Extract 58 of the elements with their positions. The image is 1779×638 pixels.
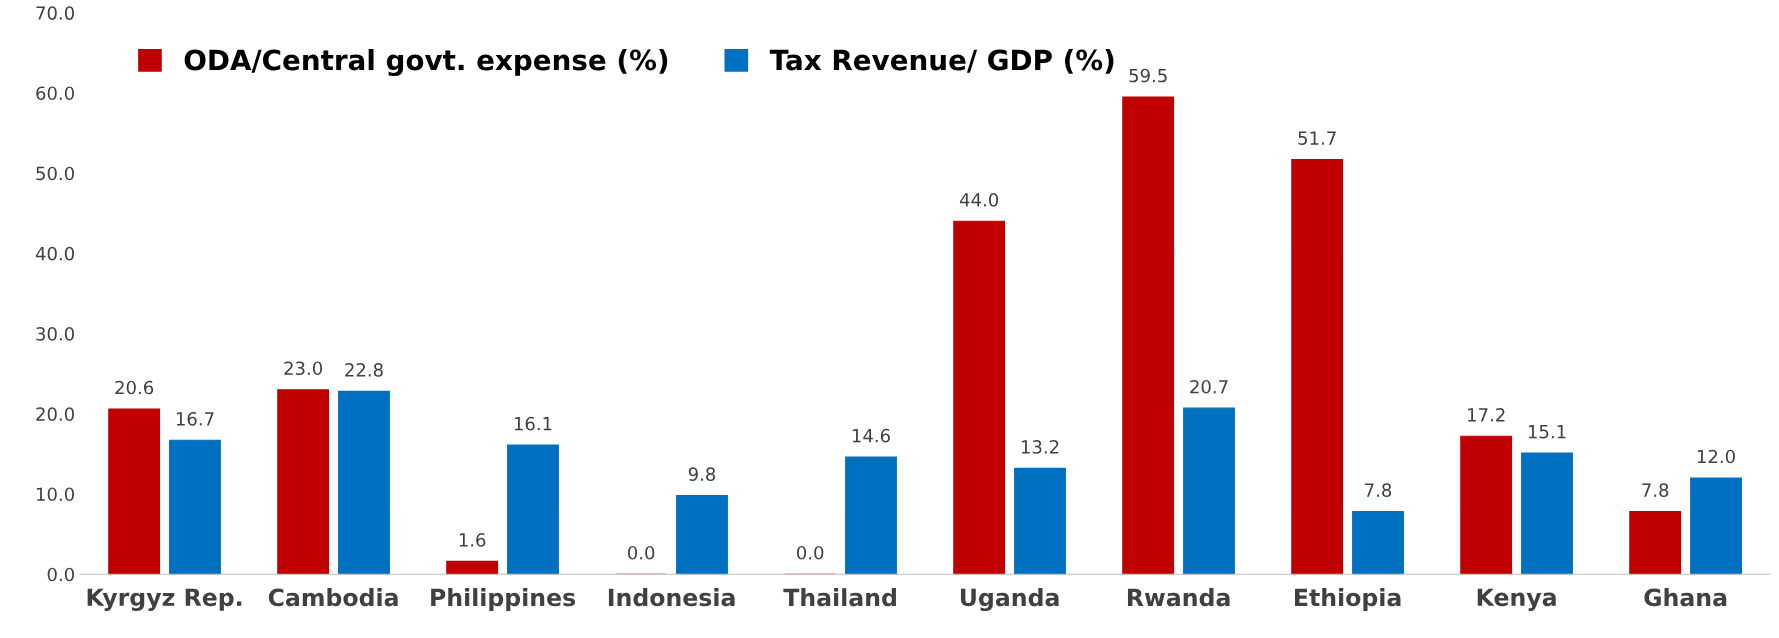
- data-label: 22.8: [345, 363, 383, 377]
- bar: [338, 390, 390, 575]
- bar: [845, 456, 897, 575]
- data-label: 7.8: [1642, 483, 1669, 498]
- data-label: 13.2: [1021, 440, 1059, 454]
- bar: [1521, 452, 1573, 575]
- bar: [277, 389, 330, 575]
- data-label: 20.6: [115, 380, 154, 395]
- bar: [1629, 511, 1682, 575]
- y-tick-label: 60.0: [36, 86, 74, 101]
- data-label: 23.0: [284, 361, 323, 376]
- data-label: 1.6: [459, 533, 486, 547]
- bar: [1183, 407, 1235, 575]
- y-tick-label: 20.0: [36, 407, 74, 421]
- data-label: 14.6: [852, 428, 890, 443]
- x-tick-label: Cambodia: [268, 588, 398, 607]
- data-label: 17.2: [1468, 407, 1505, 422]
- y-tick-label: 10.0: [36, 487, 74, 502]
- x-tick-label: Rwanda: [1127, 588, 1230, 607]
- y-tick-label: 70.0: [36, 6, 74, 20]
- y-tick-label: 50.0: [36, 166, 74, 181]
- data-label: 20.7: [1190, 379, 1228, 394]
- bar: [108, 408, 161, 575]
- x-tick-label: Ethiopia: [1295, 588, 1401, 611]
- bar: [1352, 511, 1404, 575]
- x-tick-label: Ghana: [1644, 588, 1727, 607]
- data-label: 51.7: [1298, 131, 1336, 145]
- bar: [446, 560, 499, 575]
- x-tick-label: Uganda: [960, 588, 1059, 612]
- data-label: 0.0: [796, 545, 824, 560]
- y-tick-label: 0.0: [47, 567, 74, 582]
- bar: [169, 439, 221, 575]
- data-label: 12.0: [1697, 449, 1735, 464]
- data-label: 44.0: [959, 193, 999, 207]
- bar: [676, 495, 728, 575]
- bar: [1690, 477, 1742, 575]
- data-label: 0.0: [627, 545, 655, 560]
- data-label: 15.1: [1528, 425, 1566, 439]
- x-tick-label: Kenya: [1477, 588, 1556, 611]
- data-label: 16.1: [514, 416, 552, 431]
- bar: [1291, 158, 1344, 575]
- x-tick-label: Indonesia: [608, 588, 735, 607]
- bar: [953, 220, 1006, 575]
- y-tick-label: 30.0: [36, 327, 74, 341]
- bar: [1122, 96, 1175, 575]
- y-tick-label: 40.0: [35, 246, 74, 261]
- data-label: 9.8: [688, 467, 716, 481]
- legend-label: ODA/Central govt. expense (%): [184, 48, 668, 77]
- data-label: 7.8: [1365, 483, 1392, 498]
- bar: [1460, 435, 1513, 575]
- bar: [1014, 467, 1066, 575]
- x-tick-label: Kyrgyz Rep.: [87, 588, 242, 611]
- legend-label: Tax Revenue/ GDP (%): [769, 49, 1114, 74]
- data-label: 16.7: [176, 411, 214, 426]
- data-label: 59.5: [1129, 68, 1167, 83]
- bar: [507, 444, 559, 575]
- x-tick-label: Thailand: [783, 588, 896, 607]
- x-tick-label: Philippines: [431, 588, 576, 611]
